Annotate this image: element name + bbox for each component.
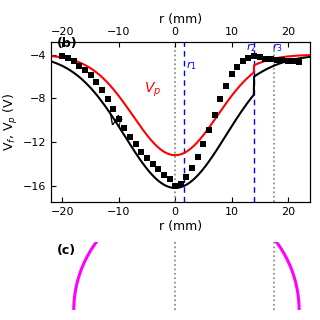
- Text: $V_p$: $V_p$: [144, 81, 161, 99]
- Point: [122, 125, 127, 131]
- Point: [77, 63, 82, 68]
- X-axis label: r (mm): r (mm): [159, 12, 202, 26]
- Point: [257, 54, 262, 60]
- Text: (b): (b): [57, 37, 77, 50]
- Point: [280, 58, 285, 63]
- Text: (c): (c): [57, 244, 76, 257]
- Point: [161, 172, 166, 177]
- Point: [144, 156, 149, 161]
- Point: [167, 177, 172, 182]
- Point: [133, 142, 138, 147]
- Point: [156, 167, 161, 172]
- X-axis label: r (mm): r (mm): [159, 220, 202, 233]
- Point: [60, 53, 65, 58]
- Point: [240, 59, 245, 64]
- Point: [172, 183, 178, 188]
- Point: [189, 166, 195, 171]
- Point: [111, 107, 116, 112]
- Point: [150, 161, 155, 166]
- Point: [99, 87, 104, 92]
- Point: [268, 57, 274, 62]
- Point: [184, 174, 189, 180]
- Point: [297, 59, 302, 64]
- Point: [285, 58, 291, 63]
- Point: [212, 112, 217, 117]
- Point: [274, 57, 279, 62]
- Point: [94, 79, 99, 84]
- Point: [116, 116, 121, 122]
- Point: [223, 84, 228, 89]
- Point: [229, 72, 234, 77]
- Text: $r_1$: $r_1$: [186, 59, 197, 72]
- Point: [235, 64, 240, 69]
- Point: [246, 55, 251, 60]
- Point: [88, 73, 93, 78]
- Point: [139, 149, 144, 155]
- Point: [201, 142, 206, 147]
- Point: [218, 97, 223, 102]
- Point: [195, 155, 200, 160]
- Point: [83, 68, 88, 73]
- Point: [206, 127, 212, 132]
- Point: [291, 59, 296, 64]
- Text: $r_2$: $r_2$: [246, 41, 256, 54]
- Point: [128, 134, 133, 139]
- Point: [252, 54, 257, 59]
- Point: [178, 181, 183, 186]
- Point: [105, 97, 110, 102]
- Point: [66, 55, 71, 60]
- Y-axis label: V$_f$, V$_p$ (V): V$_f$, V$_p$ (V): [2, 93, 20, 151]
- Text: $r_3$: $r_3$: [272, 41, 283, 54]
- Point: [263, 56, 268, 61]
- Point: [71, 59, 76, 64]
- Text: $V_f$: $V_f$: [108, 114, 124, 130]
